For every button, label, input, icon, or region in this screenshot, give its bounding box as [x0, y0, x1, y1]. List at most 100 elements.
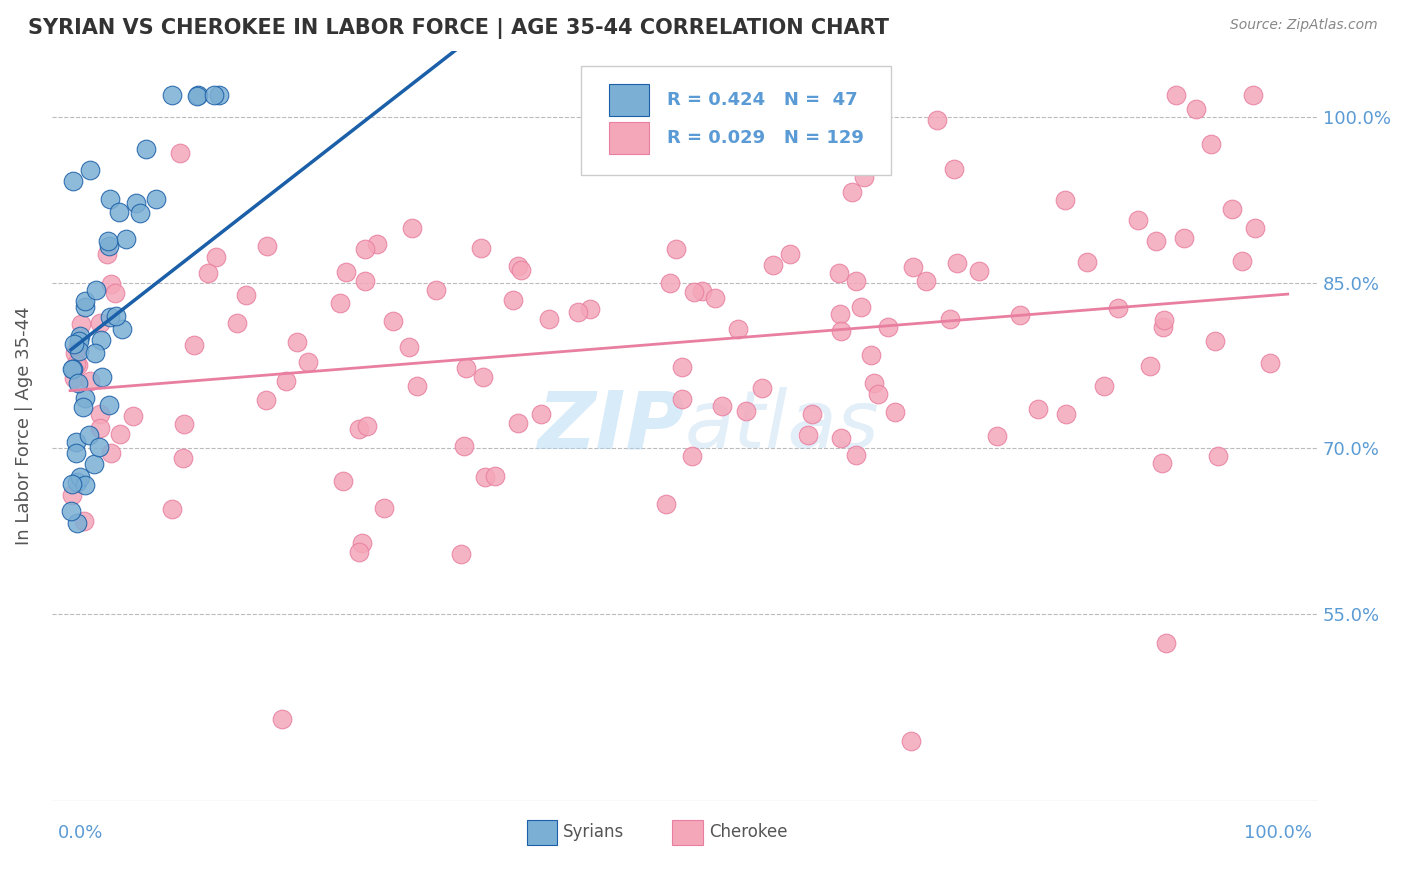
Point: [66, 475, 89, 489]
Text: Source: ZipAtlas.com: Source: ZipAtlas.com: [1230, 18, 1378, 32]
Point: [60, 362, 83, 376]
Point: [1206, 449, 1229, 463]
Point: [349, 422, 371, 436]
Point: [1107, 301, 1129, 315]
Point: [884, 405, 907, 419]
Point: [644, 110, 666, 124]
Point: [226, 316, 249, 330]
Text: ZIP: ZIP: [537, 387, 685, 465]
Text: SYRIAN VS CHEROKEE IN LABOR FORCE | AGE 35-44 CORRELATION CHART: SYRIAN VS CHEROKEE IN LABOR FORCE | AGE …: [28, 18, 889, 39]
Point: [862, 376, 884, 390]
Point: [471, 370, 494, 384]
Point: [162, 87, 184, 102]
Point: [943, 161, 966, 176]
Point: [197, 267, 219, 281]
Point: [509, 262, 531, 277]
Point: [271, 712, 294, 726]
Point: [350, 536, 373, 550]
Point: [1153, 313, 1175, 327]
Text: Cherokee: Cherokee: [709, 822, 787, 840]
Point: [967, 264, 990, 278]
Point: [65, 434, 87, 449]
Text: 0.0%: 0.0%: [58, 823, 103, 841]
Point: [84, 283, 107, 297]
Point: [398, 340, 420, 354]
Point: [66, 376, 89, 390]
Point: [67, 358, 90, 372]
Point: [90, 333, 112, 347]
Point: [671, 359, 693, 374]
Point: [285, 334, 308, 349]
Point: [105, 309, 128, 323]
Point: [1258, 356, 1281, 370]
Point: [506, 416, 529, 430]
Point: [852, 170, 875, 185]
Point: [1054, 193, 1077, 207]
Point: [98, 310, 121, 325]
Point: [66, 343, 89, 357]
Text: 100.0%: 100.0%: [1244, 823, 1312, 841]
Point: [1092, 379, 1115, 393]
Point: [235, 287, 257, 301]
Point: [1204, 334, 1226, 348]
Point: [682, 285, 704, 300]
Point: [347, 545, 370, 559]
Point: [751, 382, 773, 396]
Point: [1156, 636, 1178, 650]
Point: [100, 446, 122, 460]
Point: [89, 316, 111, 330]
Point: [145, 192, 167, 206]
Point: [104, 286, 127, 301]
Point: [60, 477, 83, 491]
Point: [530, 408, 553, 422]
Point: [187, 87, 209, 102]
Point: [927, 112, 949, 127]
Point: [69, 469, 91, 483]
Point: [470, 240, 492, 254]
Point: [450, 548, 472, 562]
Point: [1164, 87, 1187, 102]
Point: [63, 346, 86, 360]
Point: [664, 242, 686, 256]
Point: [356, 419, 378, 434]
Point: [60, 487, 83, 501]
Point: [845, 448, 868, 462]
FancyBboxPatch shape: [581, 66, 891, 175]
Point: [62, 371, 84, 385]
Point: [901, 260, 924, 274]
Point: [830, 431, 852, 445]
Point: [73, 300, 96, 314]
Point: [761, 258, 783, 272]
Point: [1220, 202, 1243, 216]
Bar: [609, 85, 650, 116]
Point: [866, 387, 889, 401]
Point: [704, 291, 727, 305]
Point: [208, 87, 231, 102]
Point: [75, 391, 97, 405]
Point: [100, 277, 122, 291]
Point: [297, 355, 319, 369]
Point: [254, 393, 277, 408]
Text: R = 0.424   N =  47: R = 0.424 N = 47: [668, 91, 858, 109]
Point: [841, 185, 863, 199]
Point: [502, 293, 524, 307]
Point: [828, 308, 851, 322]
Point: [681, 449, 703, 463]
Point: [859, 348, 882, 362]
Point: [1230, 254, 1253, 268]
Point: [690, 284, 713, 298]
Point: [845, 274, 868, 288]
Point: [329, 296, 352, 310]
Point: [183, 338, 205, 352]
Text: Syrians: Syrians: [564, 822, 624, 840]
Point: [801, 407, 824, 421]
Point: [405, 379, 427, 393]
Point: [779, 246, 801, 260]
Point: [938, 312, 960, 326]
Point: [79, 428, 101, 442]
Point: [579, 301, 602, 316]
Point: [567, 305, 589, 319]
Point: [655, 497, 678, 511]
Point: [98, 192, 121, 206]
Point: [484, 468, 506, 483]
